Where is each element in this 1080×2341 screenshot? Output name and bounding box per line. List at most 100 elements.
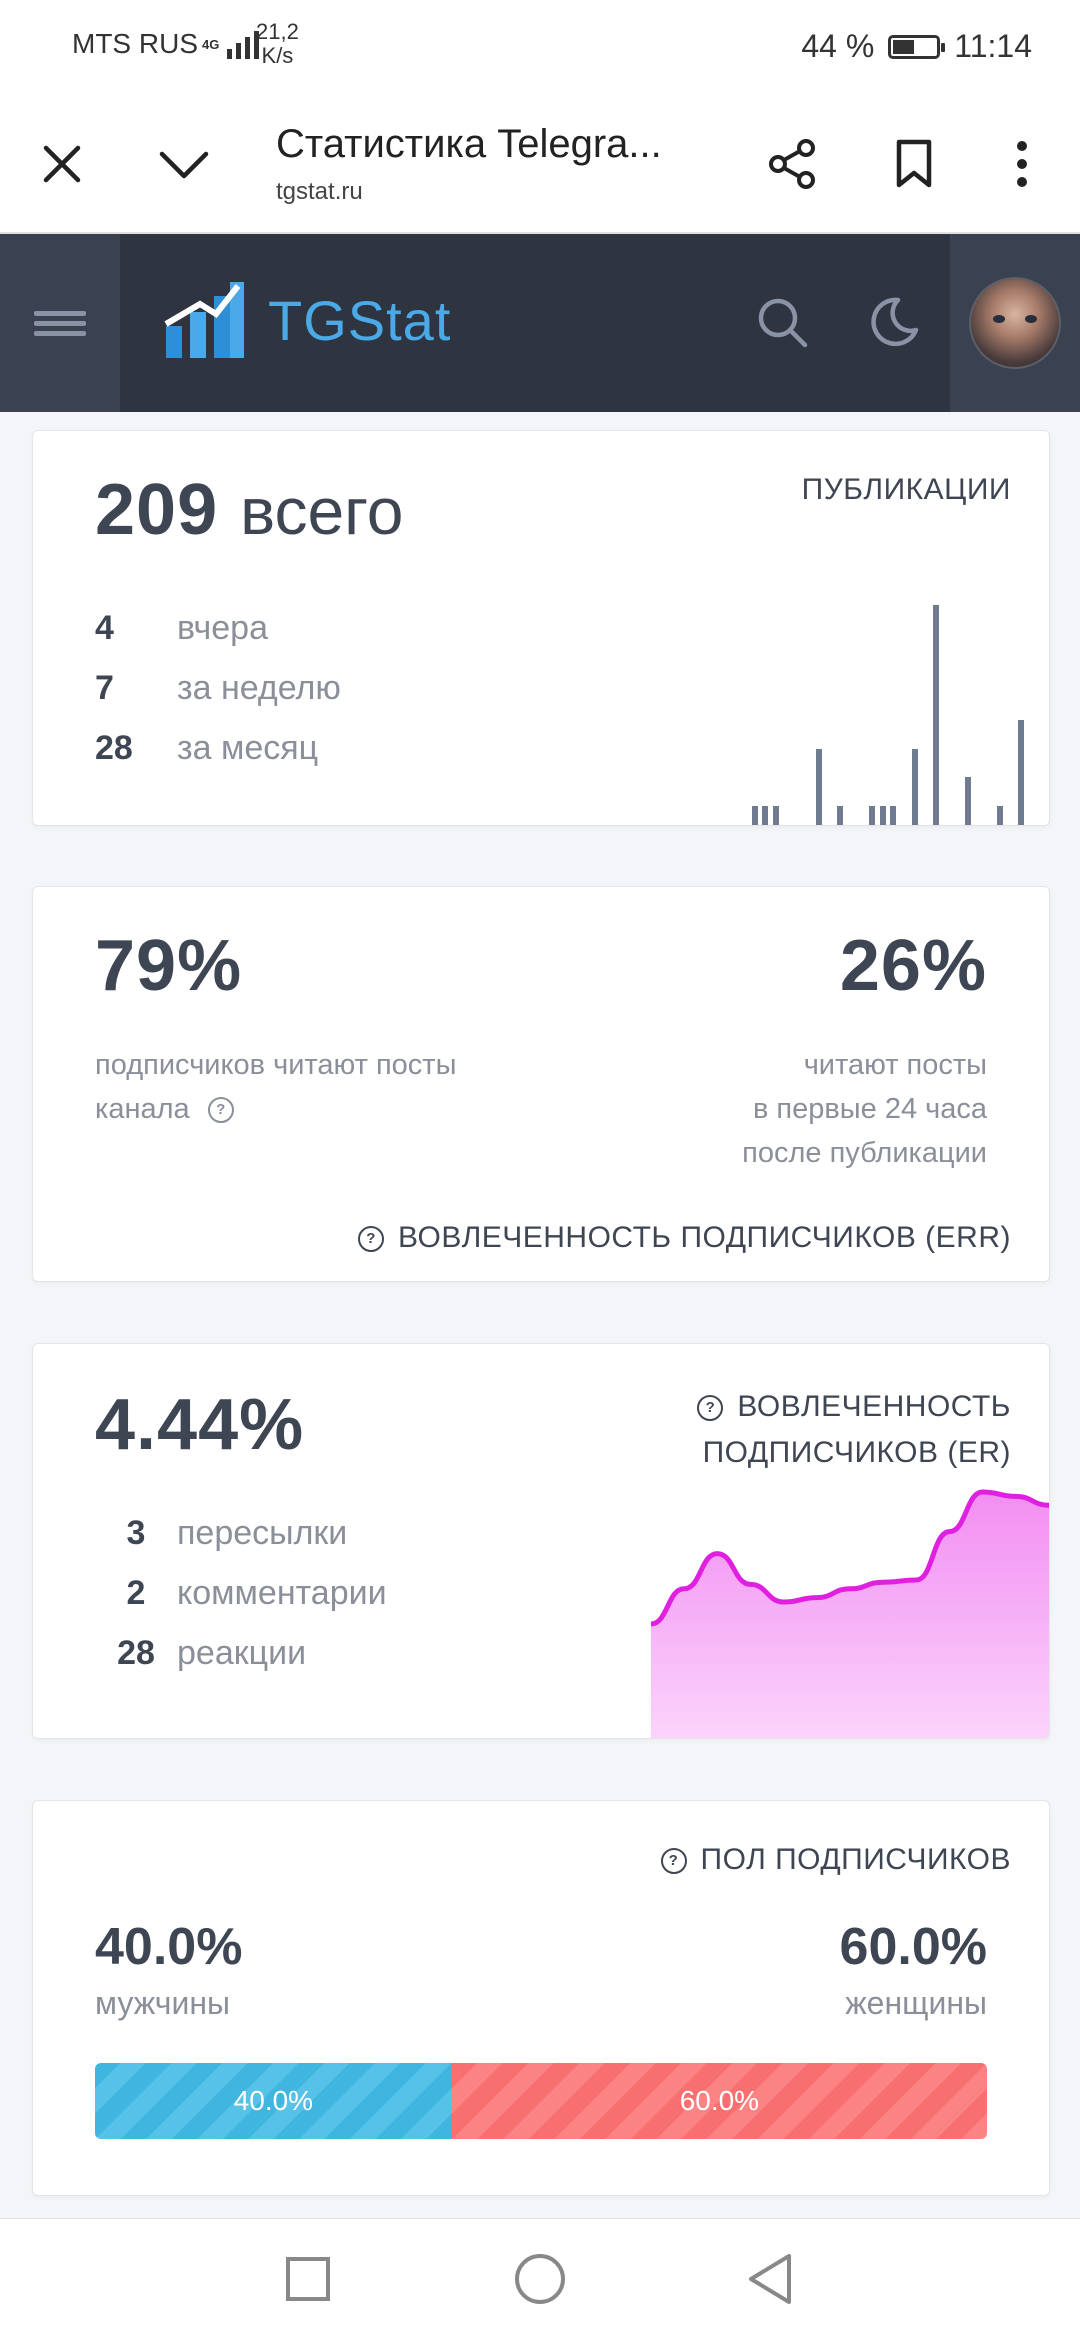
err-right-label-3: после публикации: [742, 1137, 987, 1169]
sparkline-bar: [933, 605, 939, 825]
err-left-caption: подписчиков читают посты канала?: [95, 1043, 456, 1131]
stat-label: пересылки: [177, 1514, 348, 1552]
avatar: [969, 277, 1061, 369]
stat-label: реакции: [177, 1634, 307, 1672]
site-header: TGStat: [0, 234, 1080, 412]
sparkline-bar: [815, 749, 822, 825]
network-type: 4G: [202, 36, 220, 52]
publications-row-week: 7 за неделю: [95, 669, 341, 708]
bookmark-icon[interactable]: [886, 136, 942, 192]
err-left-label-2: канала: [95, 1093, 190, 1125]
female-label: женщины: [845, 1985, 987, 2021]
page-title[interactable]: Статистика Telegra...: [276, 122, 662, 166]
stat-label: за месяц: [177, 729, 319, 767]
er-trend-chart: [651, 1489, 1049, 1738]
publications-title: ПУБЛИКАЦИИ: [801, 473, 1011, 506]
stat-value: 4: [95, 609, 114, 647]
sparkline-bar: [879, 806, 886, 825]
stat-value: 28: [117, 1634, 155, 1672]
sparkline-bar: [837, 806, 843, 825]
publications-total: 209 всего: [95, 469, 404, 551]
er-trend-line: [651, 1489, 1049, 1627]
help-icon[interactable]: ?: [207, 1097, 234, 1124]
network-speed: 21,2 K/s: [256, 20, 299, 68]
publications-total-label: всего: [240, 474, 404, 548]
publications-row-yesterday: 4 вчера: [95, 609, 268, 648]
err-left-label-1: подписчиков читают посты: [95, 1049, 457, 1081]
home-circle-icon[interactable]: [508, 2247, 572, 2311]
sparkline-bar: [751, 806, 758, 825]
logo-mark-icon: [164, 282, 244, 358]
err-right-label-1: читают посты: [803, 1049, 987, 1081]
system-nav-bar: [0, 2218, 1080, 2341]
avatar-button[interactable]: [950, 234, 1080, 412]
err-right-value: 26%: [839, 926, 987, 1006]
err-left-value: 79%: [95, 926, 243, 1006]
gender-bar: 40.0% 60.0%: [95, 2063, 987, 2139]
er-row-forwards: 3 пересылки: [95, 1514, 348, 1553]
er-value: 4.44%: [95, 1385, 305, 1465]
help-icon[interactable]: ?: [358, 1226, 385, 1253]
status-bar: MTS RUS 4G 21,2 K/s 44 % 11:14: [0, 0, 1080, 96]
more-vertical-icon[interactable]: [994, 136, 1050, 192]
help-icon[interactable]: ?: [697, 1395, 724, 1422]
sparkline-bar: [911, 749, 918, 825]
sparkline-bar: [869, 806, 875, 825]
publications-row-month: 28 за месяц: [95, 729, 318, 768]
share-icon[interactable]: [764, 136, 820, 192]
err-card: 79% подписчиков читают посты канала? 26%…: [32, 886, 1050, 1282]
speed-value: 21,2: [256, 19, 299, 44]
gender-card: ? ПОЛ ПОДПИСЧИКОВ 40.0% мужчины 60.0% жен…: [32, 1800, 1050, 2196]
battery-icon: [888, 34, 946, 59]
battery-percent: 44 %: [801, 28, 875, 64]
browser-toolbar: Статистика Telegra... tgstat.ru: [0, 96, 1080, 234]
close-icon[interactable]: [34, 136, 90, 192]
sparkline-bar: [890, 806, 897, 825]
er-card: 4.44% ? ВОВЛЕЧЕННОСТЬ ПОДПИСЧИКОВ (ER) 3 …: [32, 1343, 1050, 1739]
publications-sparkline: [705, 591, 1035, 825]
sparkline-bar: [773, 806, 779, 825]
publications-card: 209 всего ПУБЛИКАЦИИ 4 вчера 7 за неделю…: [32, 430, 1050, 826]
male-segment: 40.0%: [95, 2063, 452, 2139]
tgstat-logo[interactable]: TGStat: [164, 280, 451, 360]
err-right-label-2: в первые 24 часа: [752, 1093, 987, 1125]
clock: 11:14: [954, 28, 1032, 64]
help-icon[interactable]: ?: [660, 1848, 687, 1875]
carrier-name: MTS RUS: [72, 28, 198, 59]
er-row-reactions: 28 реакции: [95, 1634, 306, 1673]
chevron-down-icon[interactable]: [156, 136, 212, 192]
er-row-comments: 2 комментарии: [95, 1574, 387, 1613]
gender-title: ? ПОЛ ПОДПИСЧИКОВ: [660, 1843, 1011, 1877]
sparkline-bar: [762, 806, 769, 825]
er-trend-area: [651, 1492, 1049, 1738]
recents-square-icon[interactable]: [276, 2247, 340, 2311]
gender-title-text: ПОЛ ПОДПИСЧИКОВ: [700, 1843, 1011, 1876]
speed-unit: K/s: [261, 43, 294, 68]
male-value: 40.0%: [95, 1918, 243, 1976]
stat-value: 3: [126, 1514, 146, 1552]
er-title-2: ПОДПИСЧИКОВ (ER): [702, 1436, 1011, 1469]
stat-label: за неделю: [177, 669, 341, 707]
err-title: ? ВОВЛЕЧЕННОСТЬ ПОДПИСЧИКОВ (ERR): [358, 1221, 1011, 1255]
publications-total-value: 209: [95, 470, 219, 550]
menu-icon[interactable]: [0, 234, 120, 412]
sparkline-bar: [997, 806, 1003, 825]
er-title-1: ВОВЛЕЧЕННОСТЬ: [737, 1390, 1011, 1423]
stat-label: вчера: [177, 609, 268, 647]
er-title: ? ВОВЛЕЧЕННОСТЬ ПОДПИСЧИКОВ (ER): [697, 1384, 1011, 1476]
male-label: мужчины: [95, 1985, 230, 2021]
status-left: MTS RUS 4G: [72, 28, 260, 60]
logo-text: TGStat: [268, 288, 452, 352]
moon-icon[interactable]: [862, 290, 926, 354]
stat-value: 7: [95, 669, 114, 707]
page-url[interactable]: tgstat.ru: [276, 178, 363, 205]
stat-value: 28: [95, 729, 133, 767]
female-segment: 60.0%: [451, 2063, 987, 2139]
stat-label: комментарии: [177, 1574, 387, 1612]
female-value: 60.0%: [839, 1918, 987, 1976]
back-triangle-icon[interactable]: [738, 2247, 802, 2311]
sparkline-bar: [965, 777, 971, 825]
sparkline-bar: [1018, 720, 1025, 825]
err-right-caption: читают посты в первые 24 часа после публ…: [742, 1043, 987, 1175]
search-icon[interactable]: [750, 290, 814, 354]
